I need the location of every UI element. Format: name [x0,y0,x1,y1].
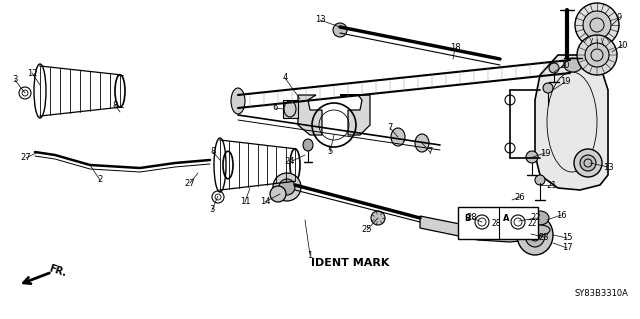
Text: 13: 13 [603,162,613,172]
Text: 27: 27 [185,179,195,188]
Ellipse shape [391,128,405,146]
Text: 13: 13 [315,16,325,25]
Text: 18: 18 [450,43,460,53]
Text: 4: 4 [282,73,287,83]
Text: IDENT MARK: IDENT MARK [311,258,389,268]
Text: 1: 1 [307,250,312,259]
Text: 5: 5 [328,147,333,157]
Text: 21: 21 [547,181,557,189]
Ellipse shape [526,151,538,163]
Text: 14: 14 [260,197,270,206]
Ellipse shape [371,211,385,225]
Ellipse shape [535,175,545,185]
Text: 17: 17 [562,243,572,253]
Ellipse shape [549,63,559,73]
Text: 6: 6 [272,103,278,113]
Ellipse shape [574,149,602,177]
Text: 7: 7 [387,123,393,132]
Text: 22: 22 [531,213,541,222]
Ellipse shape [273,173,301,201]
Ellipse shape [333,23,347,37]
Text: SY83B3310A: SY83B3310A [574,289,628,298]
Polygon shape [298,95,322,135]
Text: 10: 10 [617,41,627,49]
Text: 28: 28 [467,213,477,222]
Polygon shape [535,55,608,190]
Ellipse shape [415,134,429,152]
Text: 16: 16 [556,211,566,219]
Text: 19: 19 [560,78,570,86]
Text: 24: 24 [285,158,295,167]
Text: 8: 8 [112,100,118,109]
Ellipse shape [575,3,619,47]
Text: 3: 3 [209,205,214,214]
Text: 27: 27 [20,153,31,162]
Text: 25: 25 [362,226,372,234]
Bar [458,207,538,239]
Text: 11: 11 [240,197,250,206]
Text: FR.: FR. [48,263,68,278]
Polygon shape [420,216,530,242]
Ellipse shape [530,225,550,235]
Text: 28: 28 [492,219,502,227]
Ellipse shape [585,43,609,67]
Text: 26: 26 [515,192,525,202]
Text: 3: 3 [12,76,18,85]
Text: 20: 20 [560,61,570,70]
Text: 8: 8 [211,147,216,157]
Polygon shape [340,95,370,135]
Ellipse shape [517,215,553,255]
Text: 7: 7 [428,147,433,157]
Ellipse shape [231,88,245,114]
Ellipse shape [583,11,611,39]
Text: 23: 23 [539,233,549,241]
Text: 2: 2 [97,175,102,184]
Text: 15: 15 [562,234,572,242]
Ellipse shape [564,58,582,72]
Ellipse shape [279,179,295,195]
Text: 9: 9 [616,13,621,23]
Polygon shape [283,100,298,118]
Ellipse shape [577,35,617,75]
Text: 12: 12 [27,69,37,78]
Ellipse shape [525,223,545,247]
Ellipse shape [543,83,553,93]
Text: 19: 19 [540,149,550,158]
Text: B: B [464,214,470,223]
Ellipse shape [270,186,286,202]
Text: 22: 22 [527,219,536,227]
Ellipse shape [580,155,596,171]
Text: A: A [503,214,509,223]
Ellipse shape [303,139,313,151]
Ellipse shape [531,211,549,225]
